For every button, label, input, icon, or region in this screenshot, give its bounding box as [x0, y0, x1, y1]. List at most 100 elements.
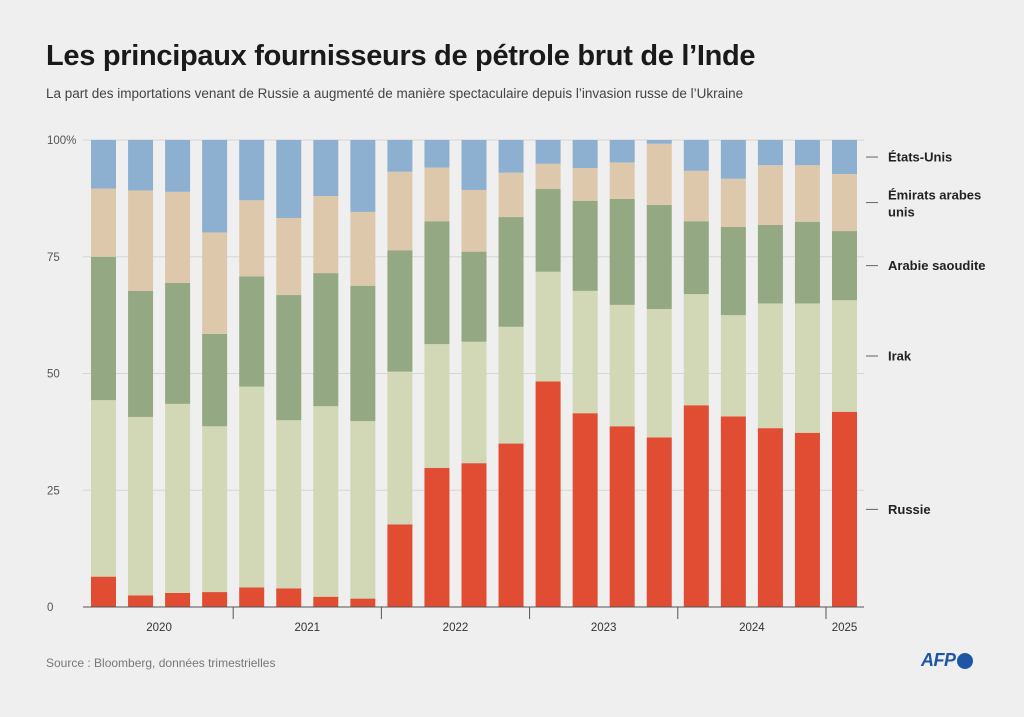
bar-segment	[832, 300, 857, 412]
bar-segment	[165, 403, 191, 593]
afp-logo-dot	[956, 652, 973, 669]
bar-segment	[202, 333, 228, 427]
y-tick-label: 0	[47, 602, 53, 614]
bar-segment	[91, 140, 116, 189]
bar-segment	[202, 592, 228, 607]
bar-segment	[572, 413, 598, 607]
legend-label: Arabie saoudite	[888, 258, 986, 273]
bar-segment	[461, 140, 487, 190]
bar-segment	[128, 290, 154, 417]
bar-segment	[720, 226, 746, 316]
bar-segment	[387, 371, 413, 525]
x-year-label: 2023	[591, 622, 617, 634]
bar-segment	[165, 140, 191, 192]
bar-segment	[91, 188, 116, 257]
y-tick-label: 25	[47, 485, 60, 497]
bar-segment	[313, 273, 339, 407]
bar-segment	[757, 224, 783, 304]
bar-segment	[239, 587, 265, 607]
bar-segment	[832, 140, 857, 175]
bar-segment	[757, 140, 783, 166]
bar-segment	[609, 140, 635, 163]
legend-label-line: unis	[888, 205, 915, 220]
bar-segment	[646, 143, 672, 205]
bar-segment	[646, 204, 672, 310]
bar-segment	[794, 140, 820, 166]
bar-segment	[832, 231, 857, 301]
bar-segment	[424, 140, 450, 168]
bar-segment	[683, 294, 709, 406]
x-year-label: 2025	[832, 622, 858, 634]
x-year-label: 2024	[739, 622, 765, 634]
bar-segment	[832, 411, 857, 607]
bar-segment	[535, 271, 561, 382]
bar-segment	[757, 303, 783, 429]
bar-segment	[387, 250, 413, 372]
bar-segment	[461, 341, 487, 464]
bar-segment	[683, 221, 709, 295]
legend-label-line: Émirats arabes	[888, 188, 981, 203]
bar-segment	[609, 162, 635, 199]
x-year-label: 2021	[294, 622, 320, 634]
bar-segment	[313, 596, 339, 607]
bar-segment	[757, 428, 783, 607]
bar-segment	[276, 420, 302, 589]
bar-segment	[498, 326, 524, 444]
bar-segment	[424, 167, 450, 222]
bar-segment	[498, 140, 524, 173]
bar-segment	[424, 467, 450, 607]
bar-segment	[202, 232, 228, 334]
bar-segment	[350, 285, 376, 422]
legend-label: États-Unis	[888, 150, 952, 165]
y-tick-label: 75	[47, 252, 60, 264]
bar-segment	[202, 426, 228, 593]
bar-segment	[609, 426, 635, 607]
bar-segment	[276, 295, 302, 421]
bar-segment	[498, 217, 524, 327]
bar-segment	[128, 416, 154, 596]
bar-segment	[535, 140, 561, 164]
bar-segment	[276, 588, 302, 607]
legend-label: Russie	[888, 502, 931, 517]
bar-segment	[572, 168, 598, 201]
bar-segment	[461, 463, 487, 607]
bar-segment	[720, 416, 746, 607]
bar-segment	[794, 165, 820, 222]
bar-segment	[572, 290, 598, 414]
bar-segment	[239, 200, 265, 277]
bar-segment	[350, 421, 376, 599]
bar-segment	[424, 221, 450, 345]
bar-segment	[461, 251, 487, 342]
bar-segment	[535, 189, 561, 272]
y-tick-label: 50	[47, 369, 60, 381]
bar-segment	[720, 140, 746, 179]
bar-segment	[165, 191, 191, 283]
bar-segment	[832, 174, 857, 232]
bar-segment	[91, 256, 116, 401]
bar-segment	[387, 171, 413, 251]
bar-segment	[498, 172, 524, 218]
bar-segment	[91, 400, 116, 577]
bar-segment	[165, 282, 191, 404]
afp-logo-text: AFP	[921, 650, 956, 670]
bar-segment	[239, 386, 265, 588]
bar-segment	[757, 165, 783, 225]
bar-segment	[91, 576, 116, 607]
bar-segment	[313, 406, 339, 597]
bar-segment	[239, 140, 265, 201]
bar-segment	[387, 140, 413, 172]
bar-segment	[720, 178, 746, 227]
bar-segment	[202, 140, 228, 233]
bar-segment	[313, 140, 339, 197]
bar-segment	[387, 524, 413, 607]
bar-segment	[609, 304, 635, 427]
bar-segment	[683, 140, 709, 171]
bar-segment	[498, 443, 524, 607]
bar-segment	[646, 437, 672, 607]
bar-segment	[350, 211, 376, 286]
bar-segment	[572, 200, 598, 291]
legend-label: Émirats arabes unis	[888, 188, 981, 220]
bar-segment	[276, 140, 302, 218]
bar-segment	[572, 140, 598, 169]
bar-segment	[683, 170, 709, 222]
